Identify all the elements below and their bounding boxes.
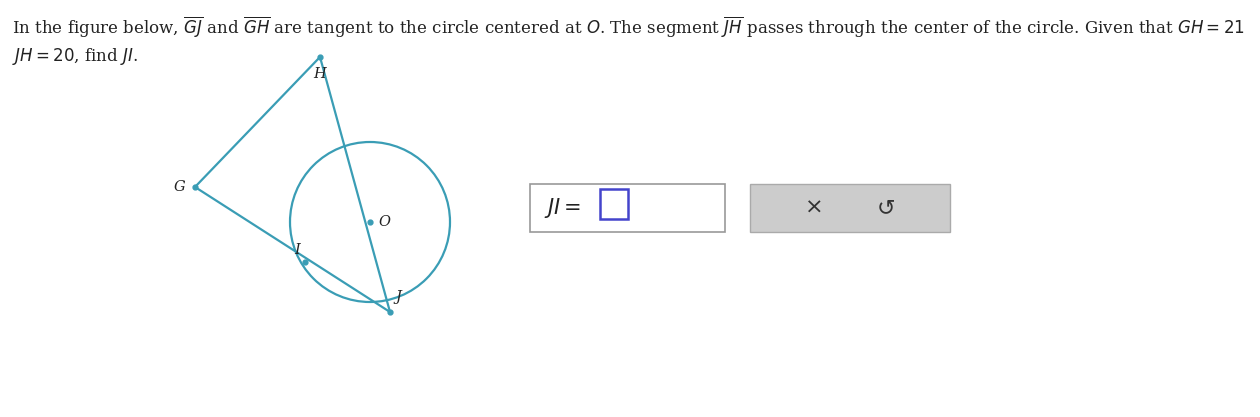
FancyBboxPatch shape xyxy=(600,189,627,219)
Text: G: G xyxy=(174,180,185,194)
Text: $JH=20$, find $JI$.: $JH=20$, find $JI$. xyxy=(13,46,137,67)
Text: I: I xyxy=(295,243,300,257)
Text: ↺: ↺ xyxy=(877,198,896,218)
Text: O: O xyxy=(378,215,391,229)
Text: J: J xyxy=(394,290,401,304)
FancyBboxPatch shape xyxy=(530,184,724,232)
Text: $JI=$: $JI=$ xyxy=(544,196,581,220)
FancyBboxPatch shape xyxy=(750,184,950,232)
Text: In the figure below, $\overline{GJ}$ and $\overline{GH}$ are tangent to the circ: In the figure below, $\overline{GJ}$ and… xyxy=(13,15,1245,40)
Text: H: H xyxy=(314,67,326,81)
Text: ×: × xyxy=(805,198,823,218)
